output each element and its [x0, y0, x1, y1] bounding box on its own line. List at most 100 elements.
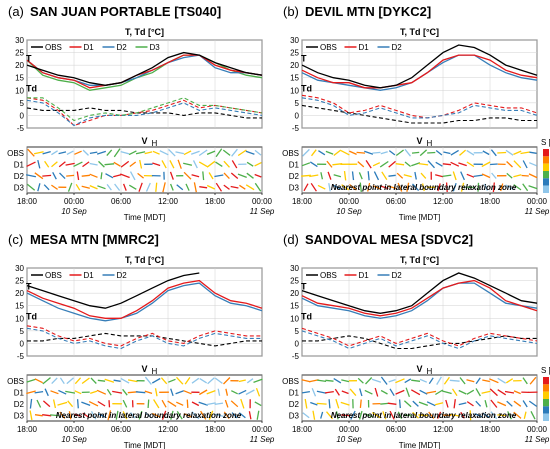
td-series-d1 [301, 327, 538, 347]
wind-vector-mark [365, 377, 373, 385]
wind-vector-mark [206, 184, 216, 190]
wind-vector-mark [90, 410, 97, 420]
wind-vector-mark [26, 183, 36, 191]
wind-vector-mark [183, 390, 192, 395]
wind-vector-mark [410, 389, 421, 396]
wind-vector-mark [120, 173, 130, 179]
x-tick-label: 00:00 [339, 425, 360, 434]
wind-row-label: OBS [7, 149, 24, 158]
y-tick-label: 15 [15, 74, 24, 83]
wind-vector-mark [357, 161, 365, 168]
wind-vector-mark [183, 413, 192, 418]
wind-vector-mark [44, 388, 49, 397]
wind-vector-mark [380, 376, 388, 385]
legend-label-d3: D3 [150, 43, 161, 52]
wind-vector-mark [246, 172, 254, 179]
wind-vector-mark [97, 400, 106, 407]
wind-vector-mark [255, 387, 261, 397]
panel-tag: (b) [283, 4, 299, 19]
wind-vector-mark [97, 412, 106, 418]
wind-vector-mark [127, 379, 138, 383]
t-series-d1 [26, 54, 263, 89]
wind-vector-mark [206, 150, 216, 155]
wind-vector-mark [359, 399, 362, 408]
td-label: Td [301, 84, 312, 94]
wind-vector-mark [380, 151, 388, 155]
wind-vector-mark [186, 399, 189, 408]
y-tick-label: 10 [15, 86, 24, 95]
wind-vector-mark [418, 162, 429, 166]
y-tick-label: 5 [20, 99, 25, 108]
wind-vector-mark [304, 398, 308, 409]
t-series-d1 [301, 54, 538, 89]
wind-vector-mark [380, 389, 388, 395]
wind-vector-mark [135, 151, 146, 155]
td-series-obs [301, 104, 537, 124]
wind-vector-mark [460, 171, 465, 181]
wind-vector-mark [115, 410, 119, 420]
x-axis-label: Time [MDT] [124, 441, 165, 449]
wind-vector-mark [223, 160, 230, 168]
y-tick-label: 10 [290, 314, 299, 323]
wind-vector-mark [169, 183, 174, 191]
wind-vector-mark [388, 150, 396, 156]
wind-vector-mark [420, 172, 427, 179]
x-tick-label: 00:00 [527, 197, 548, 206]
wind-vector-mark [482, 150, 490, 156]
td-series-d1 [26, 325, 262, 347]
wind-vector-mark [67, 182, 73, 192]
wind-vector-mark [245, 389, 255, 396]
wind-vector-mark [490, 411, 498, 420]
wind-vector-mark [364, 150, 374, 155]
speed-legend-title: S [m s⁻¹] [541, 138, 550, 147]
wind-vector-mark [128, 184, 137, 190]
wind-vector-mark [530, 411, 536, 420]
x-tick-label: 18:00 [480, 425, 501, 434]
wind-vector-mark [435, 174, 444, 178]
wind-vector-mark [25, 174, 37, 178]
legend-label-d2: D2 [117, 271, 128, 280]
panel-tag: (d) [283, 232, 299, 247]
wind-vector-mark [412, 183, 420, 192]
wind-vector-mark [388, 174, 396, 177]
wind-vector-mark [144, 376, 152, 385]
wind-vector-mark [223, 184, 230, 190]
wind-vector-mark [506, 161, 513, 168]
x-date-label: 10 Sep [61, 435, 87, 444]
wind-vector-mark [81, 377, 90, 385]
wind-vector-mark [170, 388, 174, 397]
wind-vector-mark [159, 150, 169, 156]
wind-vector-mark [184, 377, 191, 385]
panel-title: SAN JUAN PORTABLE [TS040] [30, 4, 221, 19]
temp-subtitle: T, Td [°C] [400, 27, 439, 37]
wind-row-label: D1 [289, 388, 300, 397]
wind-vector-mark [451, 388, 458, 397]
x-date-label: 10 Sep [336, 435, 362, 444]
wind-vector-mark [372, 151, 381, 154]
x-tick-label: 18:00 [17, 197, 38, 206]
wind-vector-mark [318, 150, 326, 156]
wind-vector-mark [335, 411, 339, 420]
wind-vector-mark [529, 151, 537, 154]
y-tick-label: 25 [15, 277, 24, 286]
x-tick-label: 00:00 [64, 197, 85, 206]
wind-vector-mark [122, 183, 127, 191]
wind-vector-mark [170, 410, 174, 420]
wind-vector-mark [190, 150, 200, 155]
speed-colorbar-cell [543, 399, 549, 407]
x-tick-label: 18:00 [480, 197, 501, 206]
wind-vector-mark [65, 390, 76, 394]
wind-vector-mark [122, 388, 128, 396]
wind-vector-mark [139, 159, 143, 169]
wind-vector-mark [426, 401, 436, 407]
wind-vector-mark [202, 171, 205, 181]
wind-vector-mark [231, 148, 238, 157]
legend-label-d2: D2 [117, 43, 128, 52]
wind-vector-mark [404, 148, 412, 157]
t-series-d2 [26, 282, 263, 322]
wind-row-label: D3 [14, 411, 25, 420]
wind-vector-mark [215, 182, 223, 192]
x-tick-label: 12:00 [158, 425, 179, 434]
wind-vector-mark [162, 182, 166, 193]
wind-vector-mark [412, 411, 419, 419]
